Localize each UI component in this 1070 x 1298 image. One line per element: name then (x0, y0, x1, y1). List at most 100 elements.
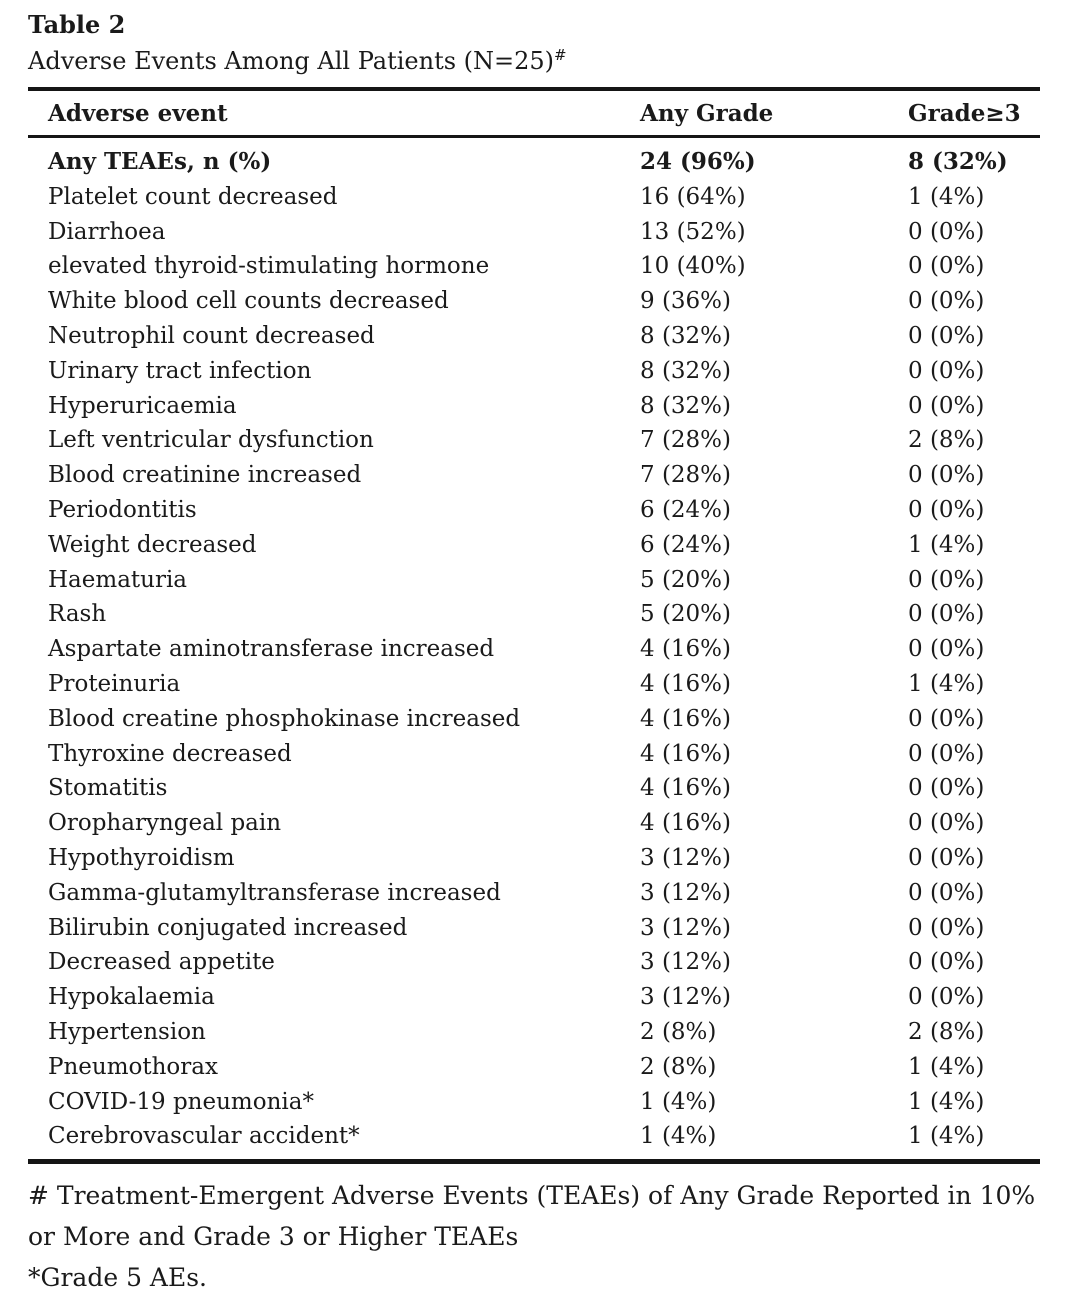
table-row: Left ventricular dysfunction 7 (28%) 2 (8%… (28, 423, 1040, 458)
table-row: Aspartate aminotransferase increased 4 (1… (28, 632, 1040, 667)
adverse-event-cell: Left ventricular dysfunction (48, 427, 374, 454)
grade-ge-3-cell: 0 (0%) (908, 775, 985, 802)
adverse-event-cell: Platelet count decreased (48, 183, 338, 210)
table-row: Urinary tract infection 8 (32%) 0 (0%) (28, 354, 1040, 389)
any-grade-cell: 4 (16%) (640, 670, 732, 697)
table-title-text: Adverse Events Among All Patients (N=25) (28, 47, 555, 75)
any-grade-cell: 1 (4%) (640, 1088, 717, 1115)
any-grade-cell: 8 (32%) (640, 392, 732, 419)
grade-ge-3-cell: 0 (0%) (908, 949, 985, 976)
adverse-event-cell: Hypothyroidism (48, 844, 235, 871)
adverse-event-cell: elevated thyroid-stimulating hormone (48, 253, 490, 280)
grade-ge-3-cell: 1 (4%) (908, 183, 985, 210)
table-row: Cerebrovascular accident* 1 (4%) 1 (4%) (28, 1119, 1040, 1161)
any-grade-cell: 7 (28%) (640, 462, 732, 489)
grade-ge-3-cell: 0 (0%) (908, 844, 985, 871)
any-grade-cell: 3 (12%) (640, 984, 732, 1011)
adverse-event-cell: Hypertension (48, 1018, 206, 1045)
table-row: Neutrophil count decreased 8 (32%) 0 (0%) (28, 319, 1040, 354)
any-grade-cell: 4 (16%) (640, 810, 732, 837)
table-row: Bilirubin conjugated increased 3 (12%) 0 (… (28, 911, 1040, 946)
grade-ge-3-cell: 0 (0%) (908, 879, 985, 906)
adverse-event-cell: White blood cell counts decreased (48, 288, 449, 315)
adverse-event-cell: Any TEAEs, n (%) (48, 148, 272, 175)
any-grade-cell: 5 (20%) (640, 601, 732, 628)
table-row: Haematuria 5 (20%) 0 (0%) (28, 563, 1040, 598)
any-grade-cell: 4 (16%) (640, 775, 732, 802)
any-grade-cell: 3 (12%) (640, 844, 732, 871)
any-grade-cell: 3 (12%) (640, 949, 732, 976)
any-grade-cell: 13 (52%) (640, 218, 746, 245)
any-grade-cell: 4 (16%) (640, 740, 732, 767)
adverse-event-cell: Oropharyngeal pain (48, 810, 282, 837)
grade-ge-3-cell: 0 (0%) (908, 810, 985, 837)
table-row: Blood creatinine increased 7 (28%) 0 (0%) (28, 458, 1040, 493)
any-grade-cell: 8 (32%) (640, 322, 732, 349)
table-row: Pneumothorax 2 (8%) 1 (4%) (28, 1050, 1040, 1085)
grade-ge-3-cell: 0 (0%) (908, 914, 985, 941)
adverse-event-cell: Bilirubin conjugated increased (48, 914, 408, 941)
any-grade-cell: 9 (36%) (640, 288, 732, 315)
any-grade-cell: 1 (4%) (640, 1123, 717, 1150)
table-row: Hypokalaemia 3 (12%) 0 (0%) (28, 980, 1040, 1015)
grade-ge-3-cell: 0 (0%) (908, 253, 985, 280)
grade-ge-3-cell: 0 (0%) (908, 705, 985, 732)
adverse-event-cell: Stomatitis (48, 775, 168, 802)
any-grade-cell: 3 (12%) (640, 914, 732, 941)
adverse-event-cell: Aspartate aminotransferase increased (48, 636, 495, 663)
footnote-hash-line-1: # Treatment-Emergent Adverse Events (TEA… (28, 1181, 1036, 1211)
grade-ge-3-cell: 1 (4%) (908, 1053, 985, 1080)
table-body: Any TEAEs, n (%) 24 (96%) 8 (32%) Platelet … (28, 137, 1040, 1162)
grade-ge-3-cell: 1 (4%) (908, 531, 985, 558)
any-grade-cell: 8 (32%) (640, 357, 732, 384)
any-grade-cell: 2 (8%) (640, 1053, 717, 1080)
grade-ge-3-cell: 0 (0%) (908, 392, 985, 419)
table-row: Weight decreased 6 (24%) 1 (4%) (28, 528, 1040, 563)
footnote-hash-line-2: or More and Grade 3 or Higher TEAEs (28, 1222, 519, 1252)
table-row: Oropharyngeal pain 4 (16%) 0 (0%) (28, 806, 1040, 841)
any-grade-cell: 3 (12%) (640, 879, 732, 906)
grade-ge-3-cell: 0 (0%) (908, 740, 985, 767)
table-title-footnote-marker: # (554, 46, 567, 64)
grade-ge-3-cell: 2 (8%) (908, 1018, 985, 1045)
table-row: elevated thyroid-stimulating hormone 10 (… (28, 249, 1040, 284)
adverse-events-table: Adverse event Any Grade Grade≥3 Any TEAE… (28, 87, 1040, 1165)
grade-ge-3-cell: 1 (4%) (908, 1123, 985, 1150)
adverse-event-cell: Hypokalaemia (48, 984, 215, 1011)
grade-ge-3-cell: 1 (4%) (908, 670, 985, 697)
column-header-grade-ge-3: Grade≥3 (908, 89, 1040, 138)
any-grade-cell: 6 (24%) (640, 496, 732, 523)
any-grade-cell: 5 (20%) (640, 566, 732, 593)
adverse-event-cell: Haematuria (48, 566, 188, 593)
any-grade-cell: 16 (64%) (640, 183, 746, 210)
table-row: Decreased appetite 3 (12%) 0 (0%) (28, 945, 1040, 980)
column-header-any-grade: Any Grade (640, 89, 908, 138)
table-row: White blood cell counts decreased 9 (36%)… (28, 284, 1040, 319)
any-grade-cell: 10 (40%) (640, 253, 746, 280)
adverse-event-cell: Thyroxine decreased (48, 740, 292, 767)
adverse-event-cell: Neutrophil count decreased (48, 322, 375, 349)
footnote-asterisk: *Grade 5 AEs. (28, 1263, 208, 1293)
table-row: Hypothyroidism 3 (12%) 0 (0%) (28, 841, 1040, 876)
table-label: Table 2 (28, 10, 126, 39)
table-row: Hyperuricaemia 8 (32%) 0 (0%) (28, 389, 1040, 424)
table-row: Stomatitis 4 (16%) 0 (0%) (28, 771, 1040, 806)
adverse-event-cell: Decreased appetite (48, 949, 275, 976)
table-row: Any TEAEs, n (%) 24 (96%) 8 (32%) (28, 137, 1040, 180)
grade-ge-3-cell: 0 (0%) (908, 218, 985, 245)
footnotes: # Treatment-Emergent Adverse Events (TEA… (28, 1175, 1040, 1298)
adverse-event-cell: Weight decreased (48, 531, 257, 558)
adverse-event-cell: Gamma-glutamyltransferase increased (48, 879, 501, 906)
table-row: Blood creatine phosphokinase increased 4 … (28, 702, 1040, 737)
any-grade-cell: 24 (96%) (640, 148, 756, 175)
table-row: Gamma-glutamyltransferase increased 3 (12… (28, 876, 1040, 911)
grade-ge-3-cell: 2 (8%) (908, 427, 985, 454)
adverse-event-cell: Blood creatinine increased (48, 462, 362, 489)
grade-ge-3-cell: 0 (0%) (908, 322, 985, 349)
any-grade-cell: 6 (24%) (640, 531, 732, 558)
table-row: Periodontitis 6 (24%) 0 (0%) (28, 493, 1040, 528)
grade-ge-3-cell: 0 (0%) (908, 496, 985, 523)
table-row: Proteinuria 4 (16%) 1 (4%) (28, 667, 1040, 702)
grade-ge-3-cell: 0 (0%) (908, 636, 985, 663)
grade-ge-3-cell: 0 (0%) (908, 462, 985, 489)
